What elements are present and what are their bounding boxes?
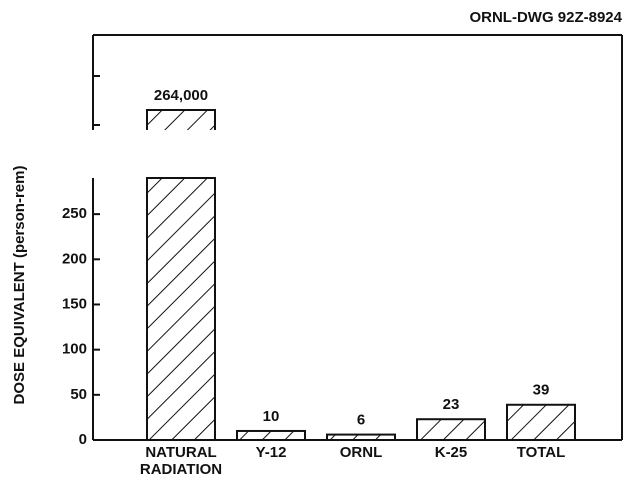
bar xyxy=(326,433,396,442)
x-tick-label: NATURAL RADIATION xyxy=(139,444,223,478)
bar xyxy=(506,403,576,441)
y-tick-label: 250 xyxy=(62,205,87,222)
bar xyxy=(416,418,486,442)
value-label: 39 xyxy=(533,382,550,399)
value-label: 10 xyxy=(263,408,280,425)
x-tick-label: Y-12 xyxy=(255,444,287,461)
y-tick-label: 150 xyxy=(62,295,87,312)
bar-upper xyxy=(147,110,215,130)
bar xyxy=(236,429,306,441)
value-label: 264,000 xyxy=(154,87,208,104)
y-tick-label: 50 xyxy=(70,386,87,403)
y-tick-label: 100 xyxy=(62,341,87,358)
value-label: 23 xyxy=(443,396,460,413)
bar xyxy=(146,177,216,441)
x-tick-label: ORNL xyxy=(339,444,383,461)
bar-upper-outline xyxy=(146,109,216,130)
y-tick-label: 0 xyxy=(79,431,87,448)
x-tick-label: TOTAL xyxy=(516,444,566,461)
y-tick-label: 200 xyxy=(62,250,87,267)
y-axis-label: DOSE EQUIVALENT (person-rem) xyxy=(11,166,28,405)
annotation: ORNL-DWG 92Z-8924 xyxy=(469,9,622,26)
value-label: 6 xyxy=(357,412,365,429)
x-tick-label: K-25 xyxy=(434,444,468,461)
